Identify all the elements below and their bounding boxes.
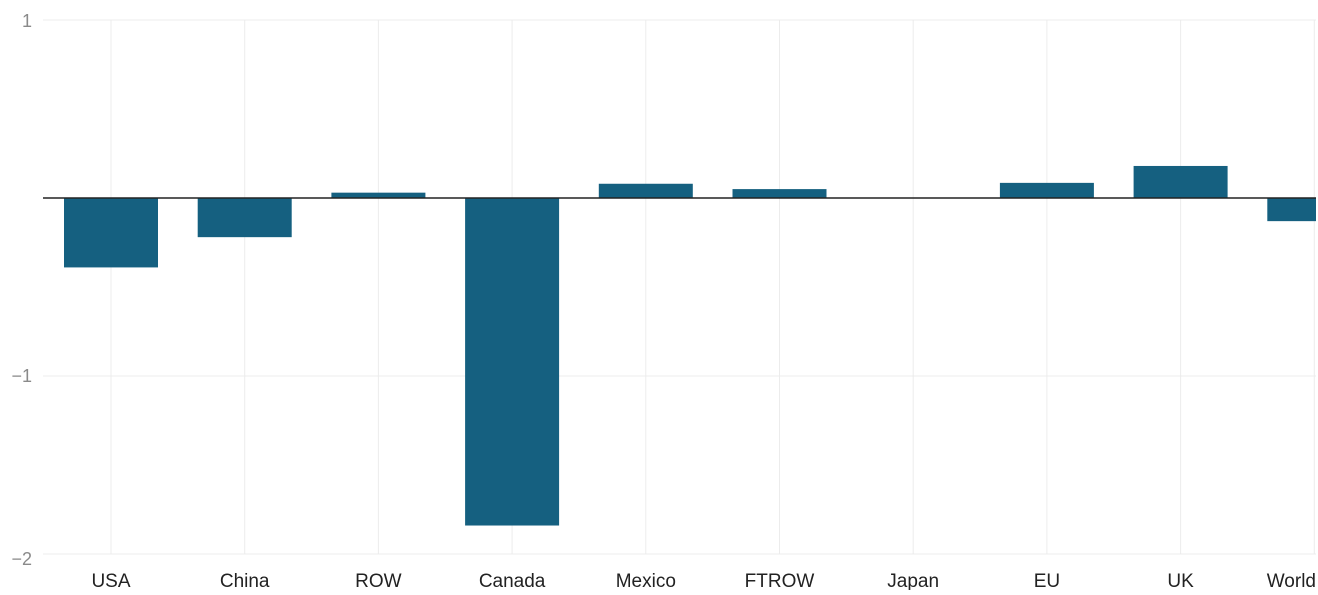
y-tick-label: −2 [11,549,32,569]
x-tick-label: UK [1167,571,1194,590]
y-tick-label: −1 [11,366,32,386]
bar-world [1267,198,1316,222]
bar-usa [64,198,158,268]
bar-uk [1133,165,1228,198]
grid-layer [43,19,1316,555]
x-tick-label: Mexico [616,571,676,590]
bar-eu [999,182,1094,198]
bar-china [197,198,292,238]
bar-row [331,192,426,198]
x-tick-label: ROW [355,571,402,590]
bar-layer [64,165,1316,526]
x-tick-label: China [220,571,270,590]
label-layer: 1 −1 −2 USA China ROW Canada Mexico FTROW Japan EU… [11,11,1316,592]
x-tick-label: World [1267,571,1316,590]
x-tick-label: FTROW [745,571,815,590]
bar-ftrow [732,189,827,198]
x-tick-label: Canada [479,571,546,590]
x-tick-label: EU [1034,571,1060,590]
x-tick-label: Japan [887,571,939,590]
bar-mexico [598,183,693,198]
y-tick-label: 1 [22,11,32,31]
bar-canada [465,198,560,526]
x-tick-label: USA [91,571,130,590]
